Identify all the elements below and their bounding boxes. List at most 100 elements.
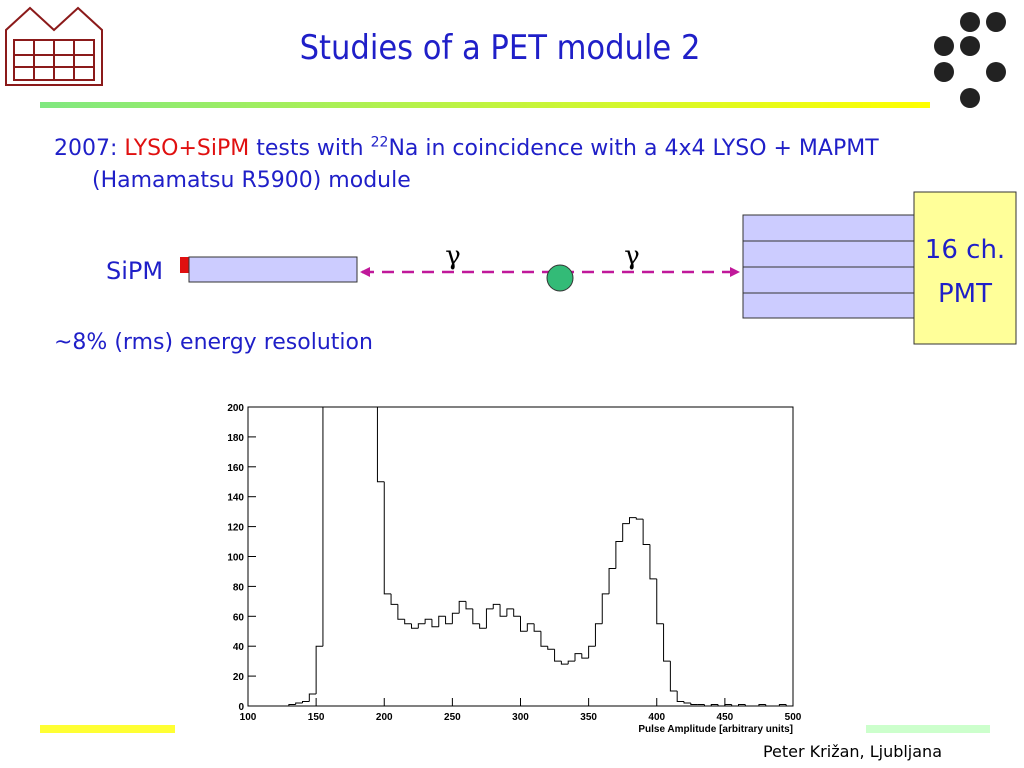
plot-frame <box>247 406 794 707</box>
bin <box>649 544 657 580</box>
sipm-label: SiPM <box>106 257 163 285</box>
bin <box>533 623 541 632</box>
bin <box>513 608 521 617</box>
bin <box>295 702 303 705</box>
bin <box>540 631 548 647</box>
x-axis-label: Pulse Amplitude [arbitrary units] <box>638 724 793 735</box>
bin <box>315 645 323 695</box>
x-tick-label: 200 <box>376 712 393 723</box>
histogram: 0 20 40 60 80 100 120 140 160 180 200 100 150 200 250 3… <box>227 403 802 735</box>
bin <box>765 704 773 706</box>
lyso-crystal <box>188 256 358 283</box>
bin <box>690 703 698 706</box>
bin <box>738 704 746 706</box>
bin <box>669 661 678 692</box>
bin <box>731 704 739 706</box>
gamma-label: γ <box>445 241 461 271</box>
bin <box>581 653 589 659</box>
x-tick-label: 150 <box>308 712 325 723</box>
y-tick-label: 20 <box>233 672 245 683</box>
bin <box>404 619 412 625</box>
footer-bar <box>866 725 990 733</box>
bin <box>744 704 753 706</box>
bin <box>608 567 616 594</box>
bin <box>308 693 317 702</box>
bin <box>785 704 793 706</box>
bin <box>411 623 419 629</box>
bin <box>302 701 310 704</box>
bin <box>390 593 398 605</box>
x-tick-label: 500 <box>785 712 802 723</box>
footer-bar <box>40 725 175 733</box>
bin <box>703 704 712 706</box>
slide-title: Studies of a PET module 2 <box>299 28 701 68</box>
bin <box>438 615 446 627</box>
bin <box>288 704 296 706</box>
pmt-label: 16 ch. <box>925 235 1005 265</box>
y-tick-label: 160 <box>227 463 244 474</box>
bin <box>594 623 603 647</box>
bin <box>417 623 426 629</box>
bin <box>465 601 473 610</box>
bin <box>322 407 324 647</box>
y-tick-label: 100 <box>227 553 244 564</box>
y-tick-label: 80 <box>233 582 245 593</box>
bars <box>248 407 793 706</box>
bin <box>758 704 766 706</box>
bin <box>499 604 507 617</box>
bin <box>560 661 569 665</box>
x-tick-label: 300 <box>512 712 529 723</box>
y-tick-label: 140 <box>227 493 244 504</box>
y-tick-label: 0 <box>238 702 244 713</box>
bin <box>717 704 725 706</box>
pmt-label: PMT <box>938 279 992 309</box>
bin <box>485 608 494 629</box>
bin <box>383 481 392 595</box>
x-tick-label: 100 <box>240 712 257 723</box>
y-tick-label: 200 <box>227 403 244 414</box>
bin <box>458 600 466 614</box>
pmt-box <box>913 191 1017 345</box>
text: Na in coincidence with a 4x4 LYSO + MAPM… <box>92 136 879 193</box>
y-tick-label: 60 <box>233 612 245 623</box>
bin <box>574 653 582 662</box>
x-tick-label: 350 <box>580 712 597 723</box>
bin <box>622 523 630 542</box>
text: tests with <box>249 136 371 161</box>
title-rule <box>40 102 930 108</box>
bin <box>588 645 596 659</box>
bin <box>554 649 562 662</box>
resolution-text: ~8% (rms) energy resolution <box>54 330 373 355</box>
bin <box>397 604 405 620</box>
highlight: LYSO+SiPM <box>124 136 250 161</box>
dots-logo <box>934 12 1006 108</box>
footer: Peter Križan, Ljubljana <box>762 742 942 761</box>
x-tick-label: 250 <box>444 712 461 723</box>
y-tick-label: 120 <box>227 523 244 534</box>
pmt-crystals <box>742 214 916 319</box>
bin <box>656 578 664 625</box>
bin <box>724 704 732 706</box>
superscript: 22 <box>370 134 389 151</box>
y-tick-label: 180 <box>227 433 244 444</box>
text: 2007: <box>54 136 125 161</box>
y-tick-label: 40 <box>233 642 245 653</box>
bin <box>710 704 719 706</box>
gamma-label: γ <box>624 241 640 271</box>
bin <box>451 612 460 624</box>
bin <box>506 608 514 617</box>
source <box>546 264 574 292</box>
bin <box>479 623 487 629</box>
bin <box>445 616 453 625</box>
x-tick-label: 450 <box>717 712 734 723</box>
bin <box>376 407 385 483</box>
bin <box>601 593 610 624</box>
bin <box>615 541 623 569</box>
bin <box>431 619 439 628</box>
x-tick-label: 400 <box>648 712 665 723</box>
bin <box>424 618 432 624</box>
bin <box>663 623 671 662</box>
bin <box>629 517 637 524</box>
